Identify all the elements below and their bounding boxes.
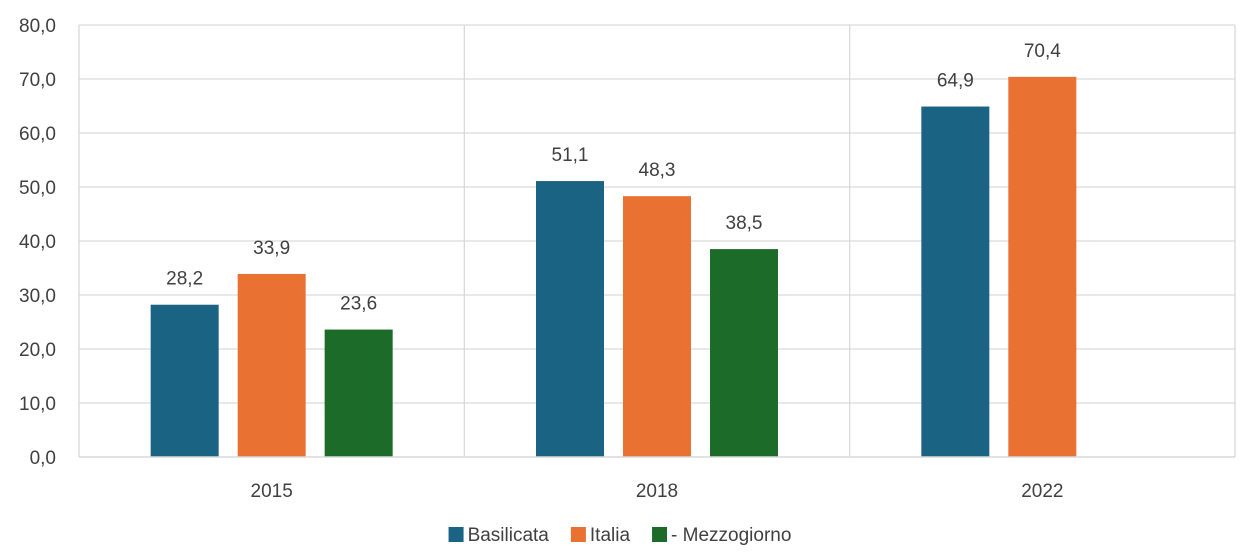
y-tick-label: 60,0 bbox=[19, 124, 56, 145]
y-tick-label: 80,0 bbox=[19, 16, 56, 37]
bar bbox=[921, 106, 990, 457]
legend-item: Italia bbox=[570, 525, 631, 546]
bar bbox=[710, 249, 778, 457]
x-tick-label: 2015 bbox=[251, 481, 293, 502]
data-label: 33,9 bbox=[253, 238, 290, 259]
data-label: 28,2 bbox=[166, 269, 203, 290]
y-tick-label: 40,0 bbox=[19, 232, 56, 253]
legend-swatch bbox=[448, 527, 464, 542]
axes: 0,0 10,0 20,0 30,0 40,0 50,0 60,0 70,0 80,0 2015 2… bbox=[19, 16, 1235, 502]
y-tick-label: 20,0 bbox=[19, 340, 56, 361]
legend-swatch bbox=[652, 527, 668, 542]
data-label: 64,9 bbox=[937, 71, 974, 92]
data-label: 51,1 bbox=[552, 145, 589, 166]
y-tick-label: 30,0 bbox=[19, 286, 56, 307]
data-label: 70,4 bbox=[1024, 41, 1061, 62]
bar bbox=[1008, 76, 1077, 457]
y-tick-label: 70,0 bbox=[19, 70, 56, 91]
bar bbox=[237, 273, 306, 457]
legend-item: Basilicata bbox=[448, 525, 550, 546]
data-label: 23,6 bbox=[340, 294, 377, 315]
bar bbox=[623, 196, 691, 457]
data-label: 48,3 bbox=[639, 160, 676, 181]
legend-item: - Mezzogiorno bbox=[652, 525, 791, 546]
bar bbox=[536, 181, 604, 457]
x-tick-label: 2022 bbox=[1021, 481, 1063, 502]
y-tick-label: 10,0 bbox=[19, 394, 56, 415]
legend-label: Italia bbox=[590, 525, 631, 546]
data-label: 38,5 bbox=[726, 213, 763, 234]
legend-label: Basilicata bbox=[468, 525, 550, 546]
legend: Basilicata Italia - Mezzogiorno bbox=[448, 525, 791, 546]
data-labels: 28,2 33,9 23,6 51,1 48,3 38,5 64,9 70,4 bbox=[166, 41, 1061, 315]
legend-label: - Mezzogiorno bbox=[671, 525, 791, 546]
x-tick-label: 2018 bbox=[636, 481, 678, 502]
y-tick-label: 50,0 bbox=[19, 178, 56, 199]
bar bbox=[150, 304, 219, 457]
y-tick-label: 0,0 bbox=[30, 448, 56, 469]
bars bbox=[150, 76, 1077, 457]
bar bbox=[324, 329, 393, 457]
legend-swatch bbox=[570, 527, 586, 542]
